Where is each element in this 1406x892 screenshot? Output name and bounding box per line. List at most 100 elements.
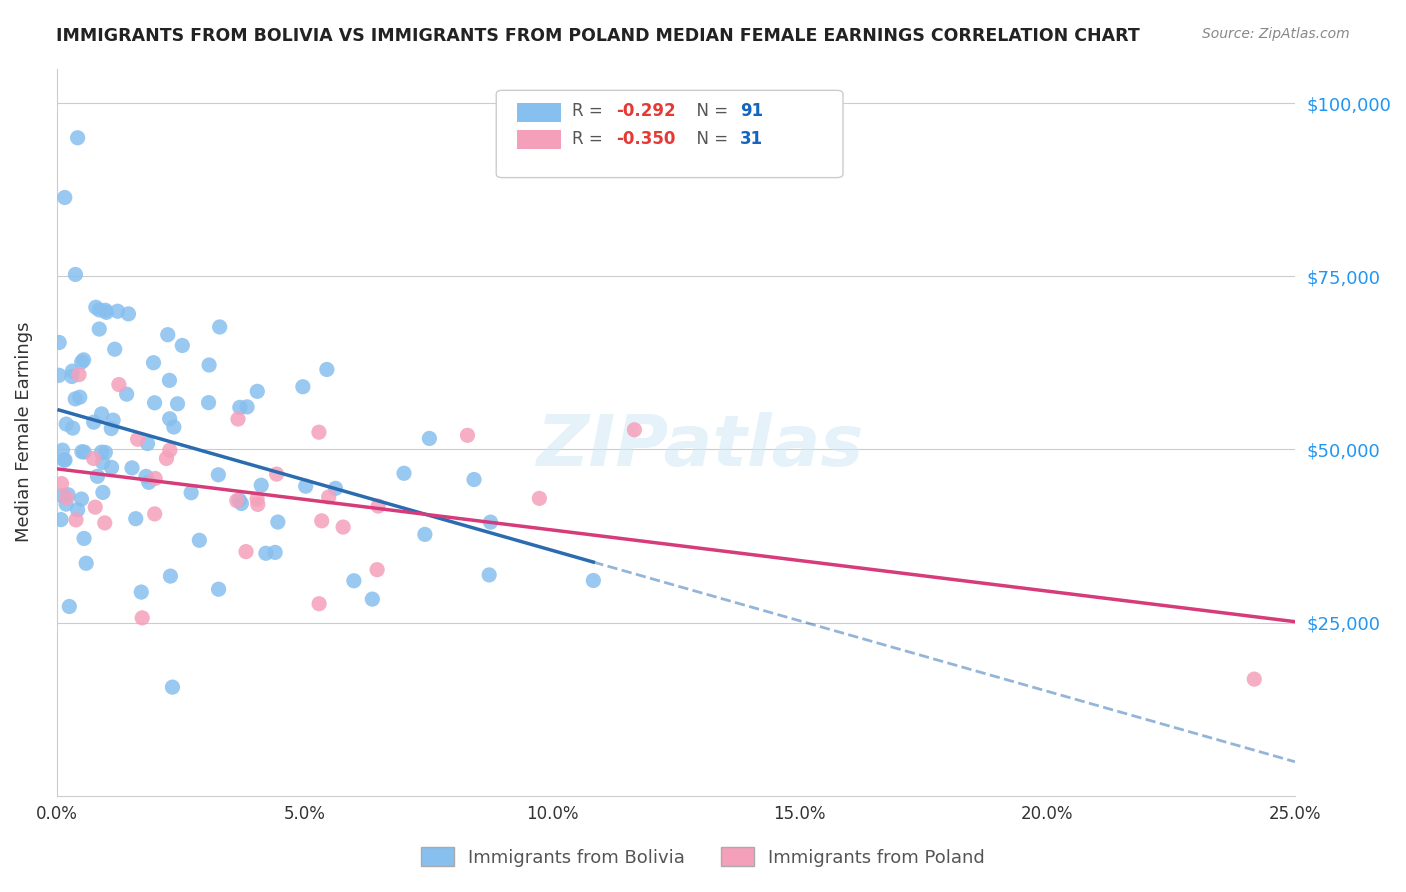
Point: [84, 500, 107, 515]
Point: [73, 532, 96, 546]
Point: [63, 392, 86, 406]
Point: [267, 515, 290, 529]
Point: [156, 327, 179, 342]
Point: [159, 373, 181, 387]
Point: [94, 516, 117, 530]
Point: [392, 467, 415, 481]
Point: [623, 423, 645, 437]
Point: [207, 467, 229, 482]
Bar: [517, 130, 561, 148]
Point: [73, 445, 96, 459]
Point: [67, 368, 90, 382]
Point: [84, 301, 107, 315]
Point: [180, 485, 202, 500]
Point: [108, 377, 131, 392]
Point: [53, 453, 76, 467]
Point: [53, 453, 76, 467]
Point: [60, 369, 83, 384]
Point: [62, 421, 84, 435]
Point: [582, 574, 605, 588]
Point: [143, 396, 166, 410]
Point: [107, 304, 129, 318]
Point: [198, 358, 221, 372]
Point: [142, 356, 165, 370]
Point: [65, 268, 87, 282]
Point: [254, 546, 277, 560]
Point: [162, 680, 184, 694]
Point: [117, 307, 139, 321]
Point: [66, 503, 89, 517]
Point: [135, 469, 157, 483]
Point: [72, 352, 94, 367]
Point: [91, 455, 114, 469]
Point: [294, 479, 316, 493]
Point: [104, 342, 127, 356]
Point: [172, 338, 194, 352]
Point: [90, 407, 112, 421]
Bar: [517, 103, 561, 121]
Point: [55, 497, 77, 511]
Point: [55, 491, 77, 505]
Point: [51, 443, 73, 458]
Text: N =: N =: [686, 103, 733, 120]
Point: [75, 556, 97, 570]
Point: [159, 569, 181, 583]
Point: [479, 515, 502, 529]
Point: [318, 490, 340, 504]
Point: [58, 599, 80, 614]
Y-axis label: Median Female Earnings: Median Female Earnings: [15, 322, 32, 542]
Point: [83, 415, 105, 429]
Point: [235, 544, 257, 558]
Point: [53, 190, 76, 204]
Point: [231, 496, 253, 510]
Point: [166, 397, 188, 411]
Point: [159, 411, 181, 425]
Point: [246, 491, 269, 506]
Point: [163, 420, 186, 434]
Point: [361, 592, 384, 607]
Point: [129, 585, 152, 599]
Point: [70, 491, 93, 506]
Point: [66, 130, 89, 145]
Point: [332, 520, 354, 534]
Point: [101, 413, 124, 427]
Point: [48, 335, 70, 350]
Point: [127, 432, 149, 446]
Point: [125, 511, 148, 525]
Point: [226, 412, 249, 426]
Point: [143, 471, 166, 485]
Point: [264, 545, 287, 559]
Text: -0.292: -0.292: [616, 103, 676, 120]
Point: [51, 476, 73, 491]
Point: [291, 380, 314, 394]
Point: [366, 563, 388, 577]
Point: [208, 320, 231, 334]
Point: [229, 401, 252, 415]
Point: [456, 428, 478, 442]
Text: 31: 31: [740, 130, 763, 148]
Point: [89, 303, 111, 318]
Point: [89, 322, 111, 336]
Text: 91: 91: [740, 103, 763, 120]
Text: IMMIGRANTS FROM BOLIVIA VS IMMIGRANTS FROM POLAND MEDIAN FEMALE EARNINGS CORRELA: IMMIGRANTS FROM BOLIVIA VS IMMIGRANTS FR…: [56, 27, 1140, 45]
Point: [228, 493, 250, 508]
Point: [207, 582, 229, 597]
Point: [246, 497, 269, 511]
Point: [159, 443, 181, 458]
Point: [246, 384, 269, 399]
Point: [86, 469, 108, 483]
Point: [70, 355, 93, 369]
Point: [418, 432, 440, 446]
Point: [478, 568, 501, 582]
Point: [311, 514, 333, 528]
Point: [250, 478, 273, 492]
Point: [413, 527, 436, 541]
Point: [236, 400, 259, 414]
Point: [56, 488, 79, 502]
Point: [51, 489, 73, 503]
Point: [90, 445, 112, 459]
Point: [225, 493, 247, 508]
Point: [131, 611, 153, 625]
Point: [96, 305, 118, 319]
Point: [94, 445, 117, 459]
